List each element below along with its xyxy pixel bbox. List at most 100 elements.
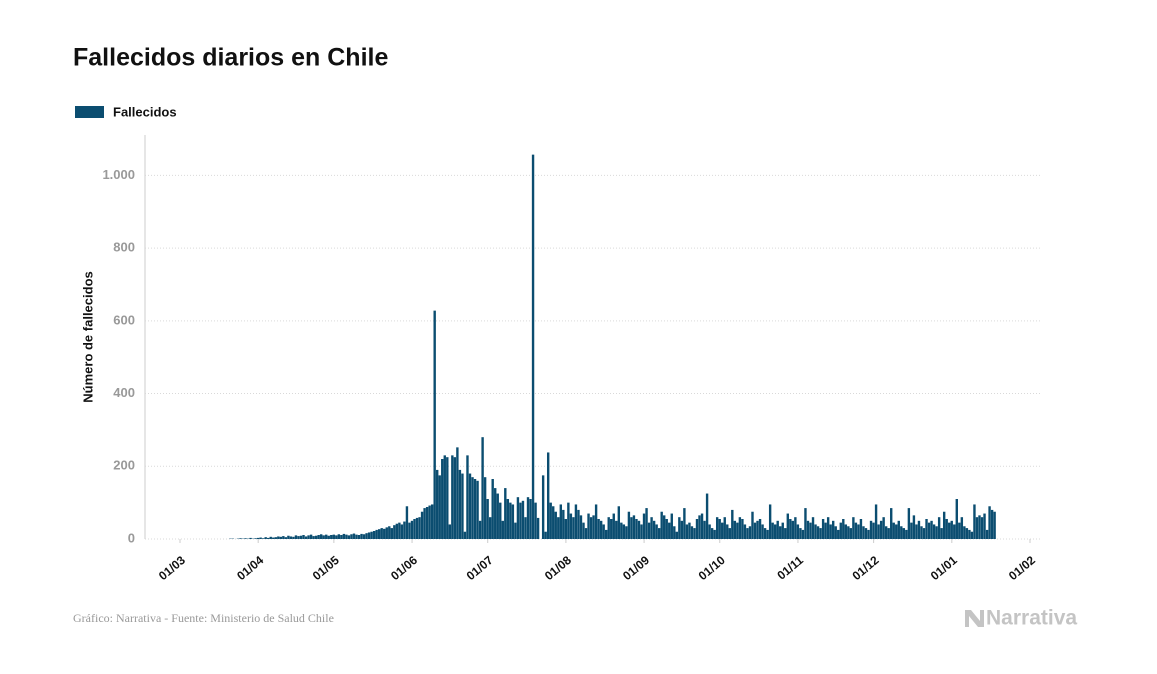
bar — [544, 531, 547, 539]
bar — [907, 508, 911, 539]
bar — [663, 515, 666, 539]
bar — [779, 526, 782, 539]
bar — [256, 537, 260, 539]
bar — [254, 538, 257, 539]
bar — [857, 524, 860, 539]
bar — [430, 504, 434, 539]
bar — [438, 475, 441, 539]
bar — [360, 533, 363, 539]
y-tick-label: 0 — [128, 530, 135, 545]
bar — [776, 520, 779, 539]
bar — [650, 517, 653, 539]
y-tick-label: 400 — [113, 385, 135, 400]
bar — [385, 527, 388, 539]
bar — [408, 522, 411, 539]
bar — [289, 536, 293, 539]
bar — [501, 520, 504, 539]
bar — [287, 535, 290, 539]
bar — [829, 524, 832, 539]
bar — [675, 531, 679, 539]
bar — [436, 469, 439, 539]
bar — [652, 520, 656, 539]
bar — [584, 528, 588, 539]
bar — [574, 504, 578, 539]
bar — [978, 515, 981, 539]
bar — [428, 505, 431, 539]
bar — [665, 519, 668, 539]
bar — [821, 519, 825, 539]
bar — [723, 517, 726, 539]
bar — [703, 520, 706, 539]
bar — [509, 502, 512, 539]
bar — [660, 511, 663, 539]
bar — [925, 519, 928, 539]
bar — [405, 506, 409, 539]
bar — [610, 519, 613, 539]
bar — [491, 479, 494, 539]
bar — [708, 524, 711, 539]
bar — [784, 528, 787, 539]
bar — [632, 515, 636, 539]
bar — [625, 526, 628, 539]
bar — [511, 504, 515, 539]
chart-title: Fallecidos diarios en Chile — [73, 44, 388, 72]
bar — [279, 536, 283, 539]
bar — [816, 526, 820, 539]
bar — [519, 502, 522, 539]
bar — [693, 528, 696, 539]
bar — [261, 538, 265, 539]
bar — [953, 524, 956, 539]
bar — [761, 524, 764, 539]
bar — [516, 497, 520, 539]
bar — [771, 522, 774, 539]
bar — [733, 520, 737, 539]
brand-logo — [965, 610, 984, 627]
bar — [766, 529, 769, 539]
bar — [985, 529, 989, 539]
bar — [932, 524, 936, 539]
bar — [832, 520, 835, 539]
bar — [680, 520, 684, 539]
bar — [902, 528, 906, 539]
bar — [451, 455, 454, 539]
bar — [488, 517, 492, 539]
bar — [867, 529, 870, 539]
bar — [970, 531, 974, 539]
source-note: Gráfico: Narrativa - Fuente: Ministerio … — [73, 611, 334, 625]
bar — [627, 511, 631, 539]
bar — [748, 526, 752, 539]
bar — [763, 528, 767, 539]
bar — [781, 522, 784, 539]
bar — [678, 517, 681, 539]
bar — [395, 523, 399, 539]
bar — [884, 526, 888, 539]
bar — [372, 531, 376, 539]
bar — [814, 524, 817, 539]
bar — [642, 513, 646, 539]
bar — [895, 524, 898, 539]
bar — [577, 509, 580, 539]
bar — [700, 513, 704, 539]
bar — [900, 526, 903, 539]
bar — [541, 475, 545, 539]
bar — [920, 526, 923, 539]
bar — [380, 528, 383, 539]
bar — [794, 517, 797, 539]
bar — [559, 504, 562, 539]
bar — [249, 537, 252, 539]
bar — [393, 525, 396, 539]
bar — [746, 528, 749, 539]
bar — [504, 488, 507, 539]
bar — [564, 519, 568, 539]
bar — [796, 524, 800, 539]
bar — [799, 528, 802, 539]
bar — [859, 519, 863, 539]
bar — [458, 469, 462, 539]
bar — [852, 517, 855, 539]
bar — [567, 502, 570, 539]
bar — [456, 447, 459, 539]
bar — [471, 477, 474, 539]
bar — [267, 537, 270, 539]
bar — [877, 524, 880, 539]
